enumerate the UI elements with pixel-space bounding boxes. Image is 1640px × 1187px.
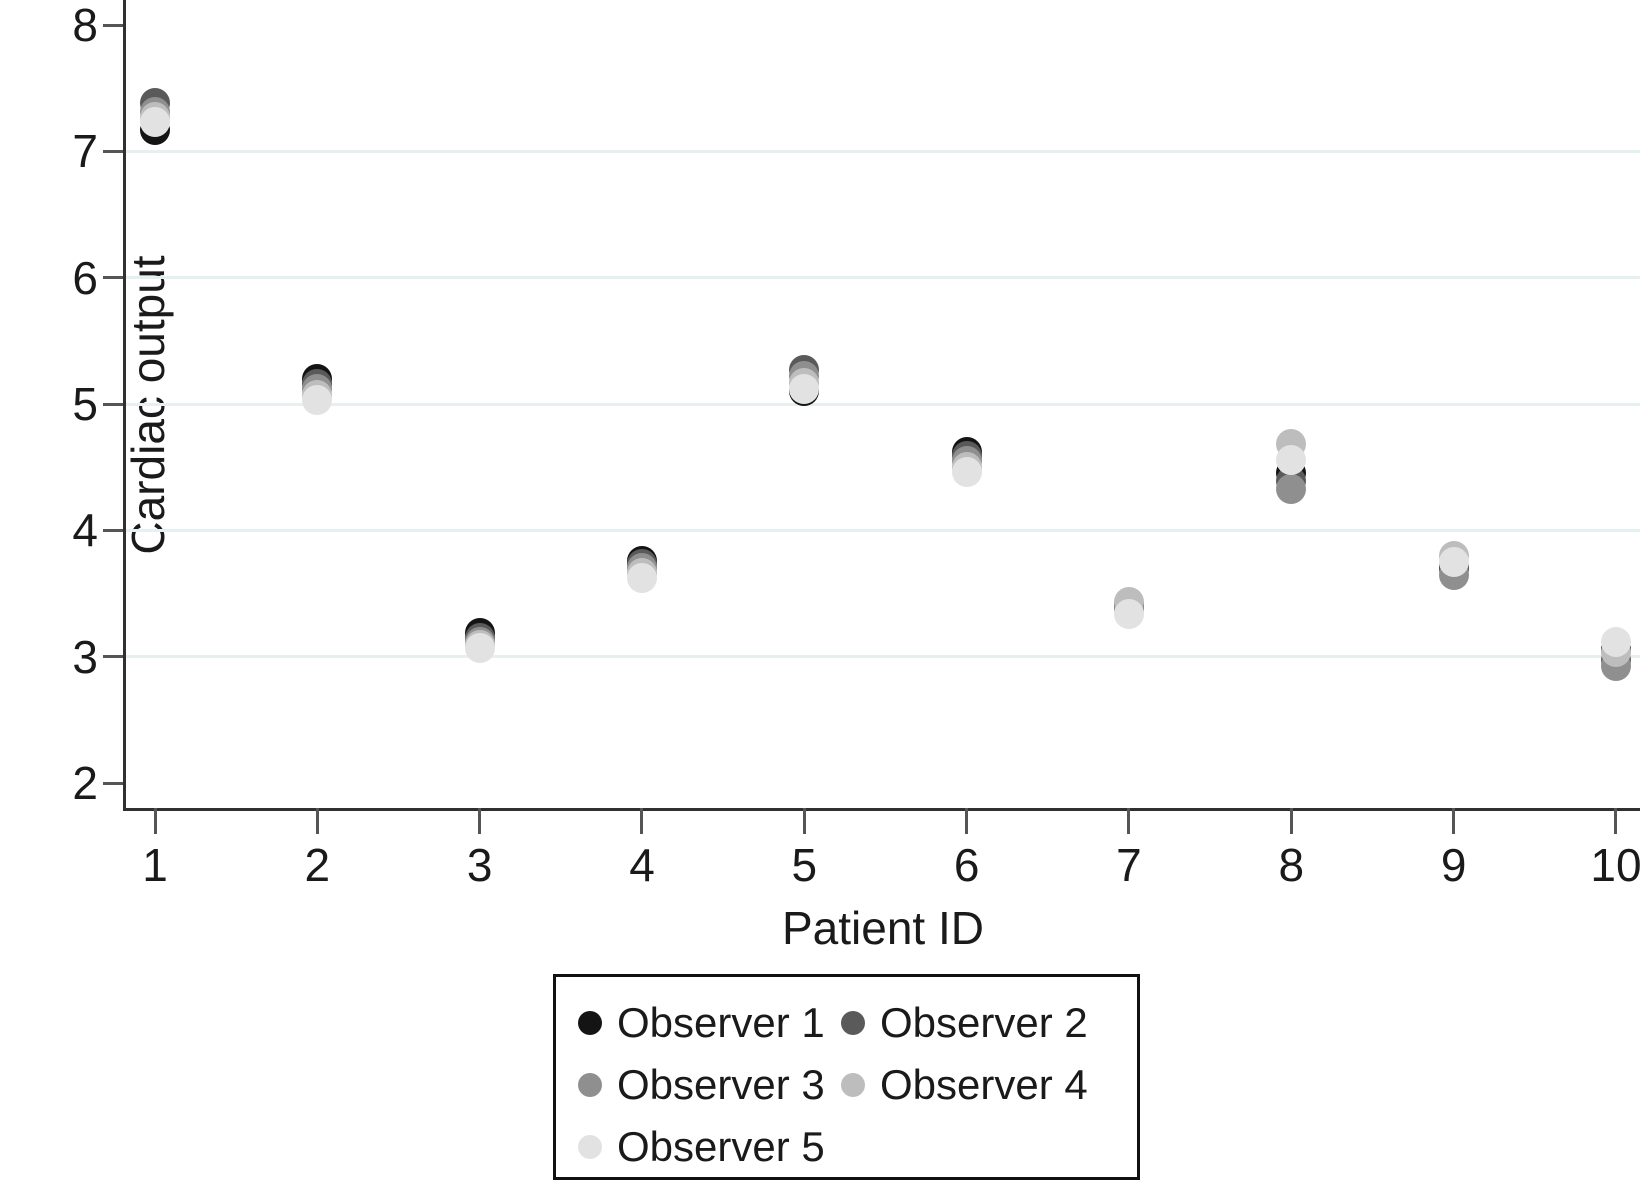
observer-5-marker-icon — [578, 1135, 602, 1159]
legend-label: Observer 1 — [617, 999, 825, 1046]
y-axis-tick — [103, 781, 123, 785]
legend-label: Observer 5 — [617, 1123, 825, 1170]
y-axis-tick — [103, 402, 123, 406]
gridline — [126, 276, 1640, 280]
data-point — [1276, 444, 1307, 475]
y-axis-tick — [103, 276, 123, 280]
x-axis-tick — [640, 808, 644, 834]
y-axis-tick — [103, 23, 123, 27]
legend-label: Observer 2 — [880, 999, 1088, 1046]
y-axis-tick — [103, 655, 123, 659]
x-axis-tick-label: 8 — [1278, 839, 1305, 891]
x-axis-tick-label: 6 — [953, 839, 980, 891]
x-axis-title: Patient ID — [782, 902, 984, 954]
data-point — [951, 457, 982, 488]
gridline — [126, 655, 1640, 659]
gridline — [126, 528, 1640, 532]
data-point — [789, 373, 820, 404]
x-axis-tick — [1289, 808, 1293, 834]
legend-item-observer-1: Observer 1 — [578, 999, 825, 1047]
y-axis-tick-label: 8 — [72, 0, 98, 52]
x-axis-tick-label: 1 — [142, 839, 168, 891]
data-point — [626, 563, 657, 594]
plot-area: Cardiac output 2 3 4 5 6 7 8 1 2 3 4 5 6 7 8 9 10 — [72, 0, 1640, 890]
observer-1-marker-icon — [578, 1011, 602, 1035]
data-point — [464, 632, 495, 663]
y-axis-tick-label: 4 — [72, 504, 98, 557]
x-axis-tick — [153, 808, 157, 834]
y-axis-tick — [103, 528, 123, 532]
x-axis-tick-label: 5 — [791, 839, 818, 891]
data-point — [1600, 626, 1631, 657]
data-point — [1276, 473, 1307, 504]
x-axis-tick-label: 3 — [466, 839, 493, 891]
x-axis-tick — [478, 808, 482, 834]
x-axis-tick — [802, 808, 806, 834]
x-axis-tick — [1127, 808, 1131, 834]
gridline — [126, 149, 1640, 153]
legend-item-observer-3: Observer 3 — [578, 1061, 825, 1109]
legend-item-observer-2: Observer 2 — [841, 999, 1088, 1047]
legend-label: Observer 4 — [880, 1061, 1088, 1108]
legend-item-observer-5: Observer 5 — [578, 1123, 825, 1171]
data-point — [1438, 546, 1469, 577]
x-axis-tick — [1614, 808, 1618, 834]
y-axis-tick — [103, 149, 123, 153]
observer-3-marker-icon — [578, 1073, 602, 1097]
legend: Observer 1 Observer 2 Observer 3 Observe… — [553, 974, 1140, 1180]
x-axis-tick — [965, 808, 969, 834]
legend-item-observer-4: Observer 4 — [841, 1061, 1088, 1109]
y-axis-tick-label: 7 — [72, 125, 98, 178]
x-axis-tick-label: 7 — [1116, 839, 1142, 891]
x-axis-tick-label: 9 — [1440, 839, 1467, 891]
x-axis-tick-label: 4 — [629, 839, 655, 891]
data-point — [140, 107, 170, 138]
legend-label: Observer 3 — [617, 1061, 825, 1108]
observer-2-marker-icon — [841, 1011, 865, 1035]
gridline — [126, 402, 1640, 406]
y-axis-tick-label: 6 — [72, 251, 98, 304]
y-axis-tick-label: 5 — [72, 378, 98, 430]
data-point — [1113, 598, 1144, 629]
x-axis-tick-label: 2 — [304, 839, 331, 891]
data-point — [302, 385, 333, 416]
observer-4-marker-icon — [841, 1073, 865, 1097]
y-axis-tick-label: 3 — [72, 630, 98, 683]
x-axis-tick — [1452, 808, 1456, 834]
x-axis-tick — [315, 808, 319, 834]
y-axis-tick-label: 2 — [72, 757, 98, 809]
x-axis-tick-label: 10 — [1590, 839, 1640, 891]
